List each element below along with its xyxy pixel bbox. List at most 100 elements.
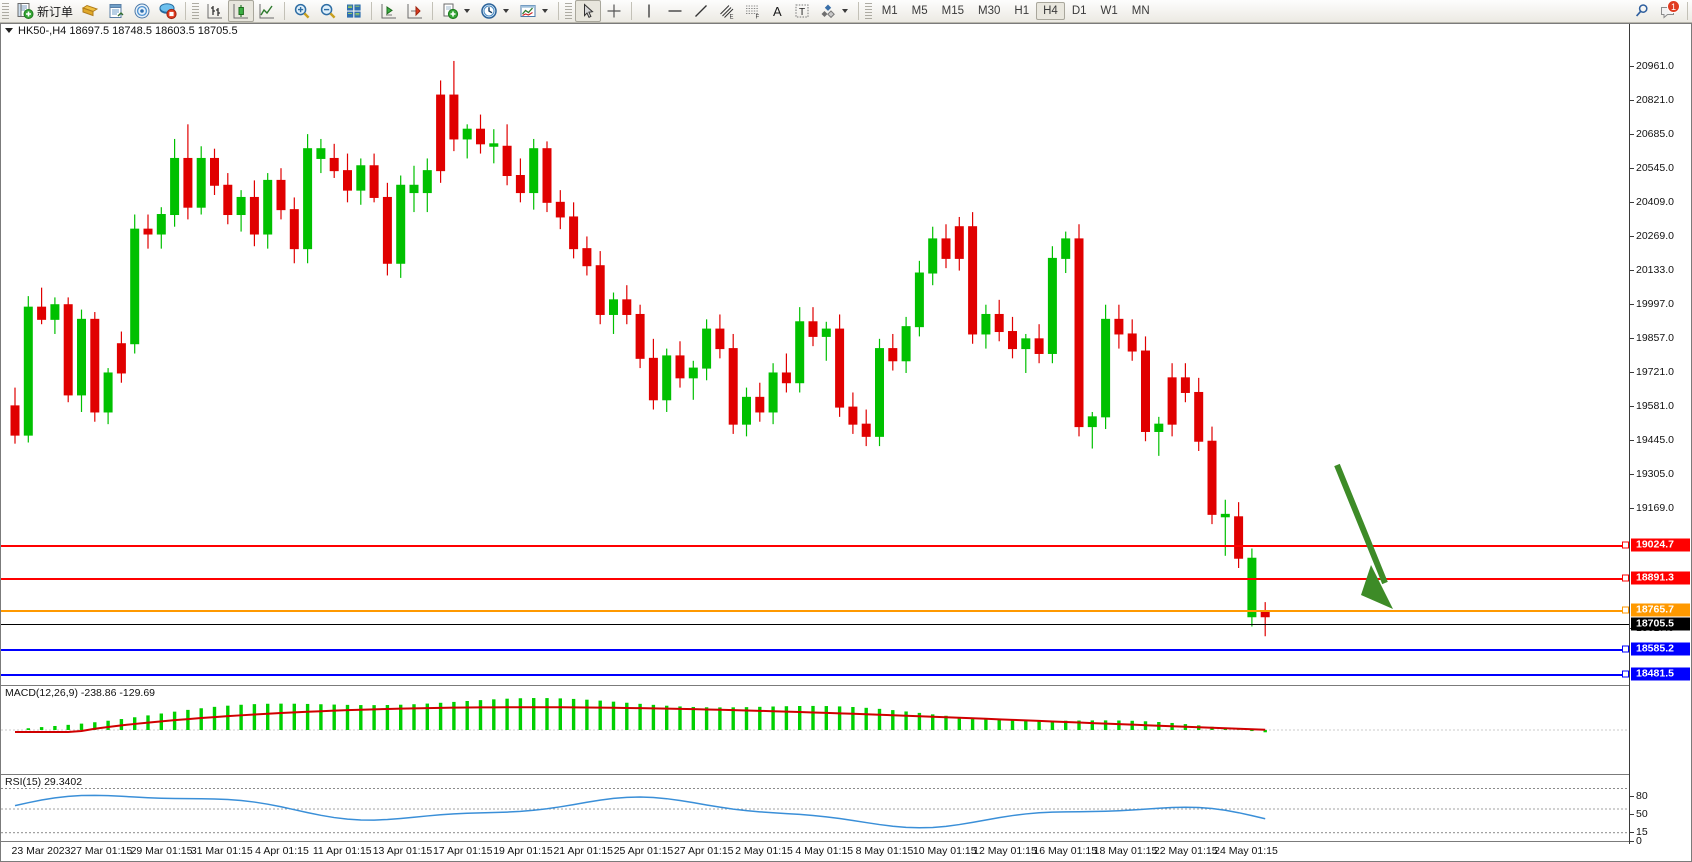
price-scale[interactable]: 20961.0 20821.0 20685.0 20545.0 20409.0 … — [1629, 24, 1691, 791]
support-line-18585-2[interactable] — [1, 649, 1629, 651]
price-tick: 19445.0 — [1630, 434, 1674, 446]
search-icon — [1635, 4, 1648, 17]
market-watch-button[interactable] — [103, 0, 129, 22]
trendline-icon — [695, 5, 707, 17]
toolbar-grip-3[interactable] — [565, 2, 573, 20]
notification-icon: 1 — [1659, 0, 1680, 20]
candlestick-chart-button[interactable] — [228, 0, 255, 22]
toolbar-separator-7 — [857, 2, 859, 20]
time-scale[interactable]: 23 Mar 2023 27 Mar 01:15 29 Mar 01:15 31 Ma… — [1, 841, 1691, 861]
toolbar-separator-8 — [1687, 2, 1688, 20]
arrow-cursor-icon — [584, 3, 594, 18]
shapes-caret-icon[interactable] — [841, 9, 848, 13]
support-line-18481-5[interactable] — [1, 674, 1629, 676]
rsi-series — [1, 788, 1629, 834]
price-level-19024-7[interactable]: 19024.7 — [1631, 538, 1690, 552]
zoom-in-button[interactable] — [289, 0, 315, 22]
svg-text:T: T — [799, 7, 805, 18]
current-price-line — [1, 624, 1629, 625]
text-button[interactable]: A — [766, 0, 789, 22]
fibonacci-button[interactable]: F — [740, 0, 766, 22]
price-level-18481-5[interactable]: 18481.5 — [1631, 667, 1690, 681]
cursor-button[interactable] — [575, 0, 602, 22]
indicators-button[interactable] — [515, 0, 554, 22]
svg-text:F: F — [756, 15, 760, 21]
toolbar-grip[interactable] — [2, 2, 9, 20]
toolbar-grip-2[interactable] — [192, 2, 200, 20]
auto-scroll-button[interactable] — [402, 0, 428, 22]
price-level-18585-2[interactable]: 18585.2 — [1631, 642, 1690, 656]
bearish-trend-arrow-icon[interactable] — [1331, 459, 1411, 619]
expert-advisors-button[interactable] — [77, 0, 103, 22]
zoom-out-button[interactable] — [315, 0, 341, 22]
toolbar-separator-2 — [284, 2, 286, 20]
entry-line-18765-7[interactable] — [1, 610, 1629, 612]
price-tick: 20961.0 — [1630, 60, 1674, 72]
timeframe-m1[interactable]: M1 — [881, 5, 898, 17]
time-tick: 19 Apr 01:15 — [493, 845, 553, 857]
time-tick: 21 Apr 01:15 — [553, 845, 614, 857]
entry-handle-18765-7[interactable] — [1622, 606, 1629, 614]
support-handle-18481-5[interactable] — [1622, 670, 1629, 678]
timeframe-m15[interactable]: M15 — [941, 5, 965, 17]
chart-shift-button[interactable] — [376, 0, 402, 22]
price-level-18891-3[interactable]: 18891.3 — [1631, 571, 1690, 585]
crosshair-button[interactable] — [601, 0, 627, 22]
timeframe-h4[interactable]: H4 — [1036, 2, 1065, 20]
support-handle-18585-2[interactable] — [1622, 645, 1629, 653]
label-button[interactable]: T — [789, 0, 815, 22]
resistance-line-18891-3[interactable] — [1, 578, 1629, 580]
timeframe-h1[interactable]: H1 — [1014, 5, 1030, 17]
price-pane[interactable] — [1, 39, 1629, 685]
horizontal-line-button[interactable] — [662, 0, 688, 22]
trendline-button[interactable] — [688, 0, 714, 22]
price-tick: 19857.0 — [1630, 332, 1674, 344]
tile-windows-icon — [347, 4, 361, 18]
period-caret-icon[interactable] — [503, 9, 510, 13]
search-button[interactable] — [1629, 0, 1655, 22]
price-tick: 20133.0 — [1630, 264, 1674, 276]
clock-icon — [481, 3, 497, 19]
chart-window[interactable]: HK50-,H4 18697.5 18748.5 18603.5 18705.5… — [0, 23, 1692, 862]
toolbar-separator-3 — [371, 2, 373, 20]
price-tick: 19305.0 — [1630, 468, 1674, 480]
equidistant-channel-icon: E — [720, 5, 734, 21]
new-chart-button[interactable] — [437, 0, 476, 22]
indicators-caret-icon[interactable] — [542, 9, 549, 13]
svg-text:E: E — [730, 15, 734, 21]
timeframe-m5[interactable]: M5 — [911, 5, 928, 17]
macd-pane[interactable]: MACD(12,26,9) -238.86 -129.69 205.41 0.0… — [1, 685, 1691, 775]
period-button[interactable] — [476, 0, 515, 22]
timeframe-mn[interactable]: MN — [1131, 5, 1150, 17]
price-tick: 20821.0 — [1630, 94, 1674, 106]
timeframe-d1[interactable]: D1 — [1071, 5, 1087, 17]
timeframe-m30[interactable]: M30 — [978, 5, 1001, 17]
resistance-handle-18891-3[interactable] — [1622, 574, 1629, 582]
bar-chart-button[interactable] — [202, 0, 228, 22]
rsi-title: RSI(15) 29.3402 — [5, 776, 83, 788]
auto-trading-button[interactable] — [155, 0, 181, 22]
toolbar-separator — [185, 2, 187, 20]
vertical-line-button[interactable] — [636, 0, 662, 22]
data-window-button[interactable] — [129, 0, 155, 22]
notification-button[interactable]: 1 — [1655, 0, 1683, 22]
toolbar-grip-4[interactable] — [864, 2, 872, 20]
price-tick: 19169.0 — [1630, 502, 1674, 514]
new-chart-caret-icon[interactable] — [464, 9, 471, 13]
line-chart-button[interactable] — [254, 0, 280, 22]
timeframe-w1[interactable]: W1 — [1100, 5, 1118, 17]
rsi-pane[interactable]: RSI(15) 29.3402 100 80 50 15 0 — [1, 774, 1691, 847]
price-level-18765-7[interactable]: 18765.7 — [1631, 603, 1690, 617]
tile-windows-button[interactable] — [341, 0, 367, 22]
indicators-icon — [520, 5, 536, 17]
resistance-line-19024-7[interactable] — [1, 545, 1629, 547]
shapes-button[interactable] — [815, 0, 854, 22]
price-tick: 19581.0 — [1630, 400, 1674, 412]
time-tick: 23 Mar 2023 — [11, 845, 71, 857]
price-tick: 19721.0 — [1630, 366, 1674, 378]
chart-dropdown-icon[interactable] — [5, 27, 13, 33]
new-order-button[interactable]: 新订单 — [12, 0, 77, 22]
crosshair-icon — [607, 4, 621, 18]
equidistant-channel-button[interactable]: E — [714, 0, 740, 22]
resistance-handle-19024-7[interactable] — [1622, 541, 1629, 549]
